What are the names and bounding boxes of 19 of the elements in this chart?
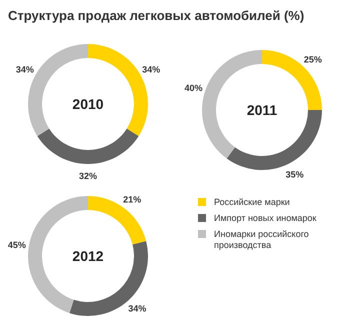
text: 2010 [72,96,104,112]
data-label: 45% [8,240,26,250]
data-label: 34% [128,304,146,314]
legend-label: Российские марки [214,197,290,207]
legend-label: Иномарки российского производства [214,229,309,250]
donut-slice [37,128,139,164]
text: 2011 [246,102,278,118]
legend-label: Импорт новых иномарок [214,213,316,223]
chart-title: Структура продаж легковых автомобилей (%) [8,8,304,23]
data-label: 21% [123,194,142,204]
text: 2012 [72,248,104,264]
data-label: 32% [78,171,98,182]
data-label: 34% [16,64,34,74]
data-label: 34% [142,64,160,74]
data-label: 35% [286,169,304,180]
donut-slice [69,241,148,316]
data-label: 25% [304,54,322,64]
donut-slice [88,196,146,245]
data-label: 40% [184,82,203,93]
